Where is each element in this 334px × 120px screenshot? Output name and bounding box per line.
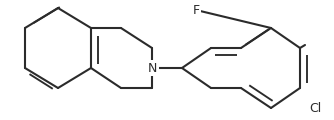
Text: N: N [147,61,157,75]
Text: F: F [192,3,199,17]
Text: Cl: Cl [309,102,321,114]
